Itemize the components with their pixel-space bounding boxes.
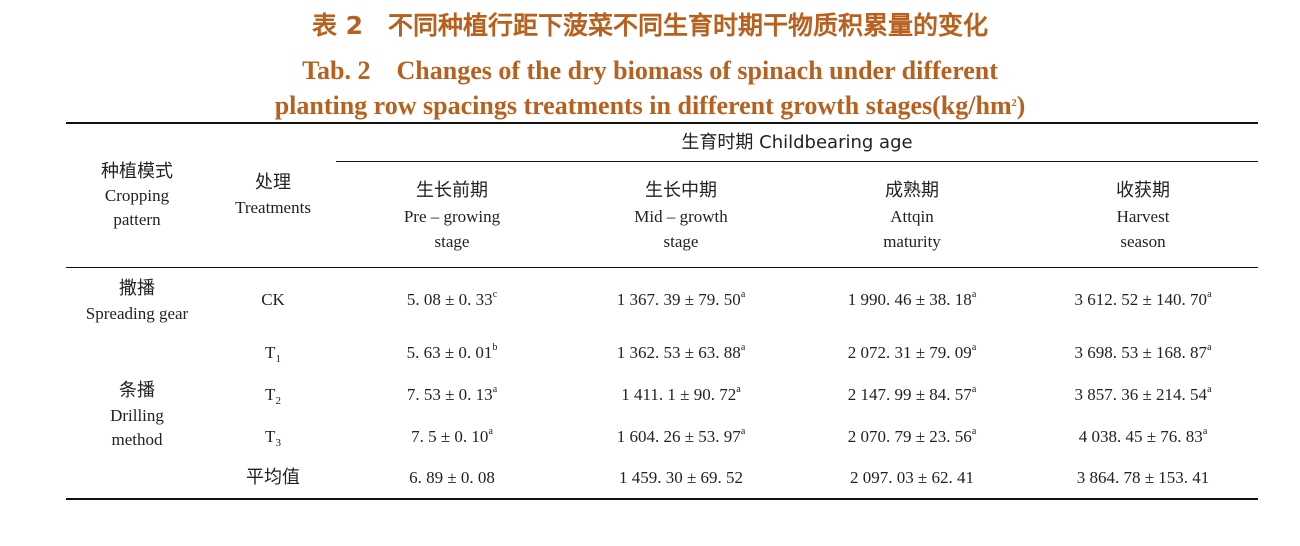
value-cell: 2 147. 99 ± 84. 57a [847,384,977,405]
value-cell: 2 072. 31 ± 79. 09a [847,342,977,363]
caption-en-line2-text: planting row spacings treatments in diff… [274,91,1012,120]
value-cell: 1 411. 1 ± 90. 72a [621,384,741,405]
value-cell: 5. 63 ± 0. 01b [406,342,498,363]
value-cell: 1 362. 53 ± 63. 88a [616,342,746,363]
group-drilling-en2: method [111,430,163,449]
treatment-cell: T2 [265,385,281,407]
table-caption-en-line1: Tab. 2 Changes of the dry biomass of spi… [302,56,998,85]
header-stage-en1: Attqin [890,207,934,226]
header-stage-zh: 成熟期 [885,180,939,201]
value-cell: 3 612. 52 ± 140. 70a [1074,289,1212,310]
value-cell: 3 864. 78 ± 153. 41 [1076,468,1210,487]
group-spreading-en: Spreading gear [85,304,189,323]
table-bottom-rule [66,498,1258,500]
header-stage-en1: Harvest [1116,207,1170,226]
treatment-cell: CK [261,290,285,309]
header-stage-en2: maturity [883,232,941,251]
header-cropping-en1: Cropping [104,186,170,205]
value-cell: 2 070. 79 ± 23. 56a [847,426,977,447]
caption-en-line2-end: ) [1016,91,1026,120]
group-drilling-zh: 条播 [119,380,155,401]
header-stage-en2: stage [434,232,470,251]
header-stage-zh: 生长前期 [416,180,488,201]
header-treatments-en: Treatments [235,198,311,217]
header-stage-en2: stage [663,232,699,251]
header-cropping-zh: 种植模式 [101,161,173,182]
header-bottom-rule [66,267,1258,268]
group-spreading-zh: 撒播 [119,278,155,299]
header-stage-zh: 生长中期 [645,180,717,201]
treatment-cell: T3 [265,427,281,449]
header-treatments-zh: 处理 [255,172,291,193]
value-cell: 1 604. 26 ± 53. 97a [616,426,746,447]
header-group-rule [336,161,1258,162]
value-cell: 2 097. 03 ± 62. 41 [849,468,975,487]
group-drilling-en1: Drilling [110,406,164,425]
value-cell: 1 367. 39 ± 79. 50a [616,289,746,310]
value-cell: 5. 08 ± 0. 33c [406,289,498,310]
value-cell: 7. 53 ± 0. 13a [406,384,498,405]
header-stage-en1: Mid – growth [634,207,728,226]
value-cell: 7. 5 ± 0. 10a [411,426,493,447]
value-cell: 3 698. 53 ± 168. 87a [1074,342,1212,363]
value-cell: 1 990. 46 ± 38. 18a [847,289,977,310]
header-stage-en2: season [1120,232,1166,251]
table-top-rule [66,122,1258,124]
header-group-label: 生育时期 Childbearing age [681,132,913,153]
header-cropping-en2: pattern [113,210,161,229]
header-stage-en1: Pre – growing [403,207,501,226]
value-cell: 4 038. 45 ± 76. 83a [1078,426,1208,447]
value-cell: 6. 89 ± 0. 08 [409,468,495,487]
table-caption-en-line2: planting row spacings treatments in diff… [0,91,1300,121]
table-caption-zh: 表 2 不同种植行距下菠菜不同生育时期干物质积累量的变化 [311,11,989,40]
treatment-cell: T1 [265,343,281,365]
header-stage-zh: 收获期 [1116,180,1170,201]
treatment-cell-mean: 平均值 [246,467,300,488]
value-cell: 1 459. 30 ± 69. 52 [618,468,744,487]
caption-unit-superscript: 2 [1011,98,1017,109]
value-cell: 3 857. 36 ± 214. 54a [1074,384,1212,405]
